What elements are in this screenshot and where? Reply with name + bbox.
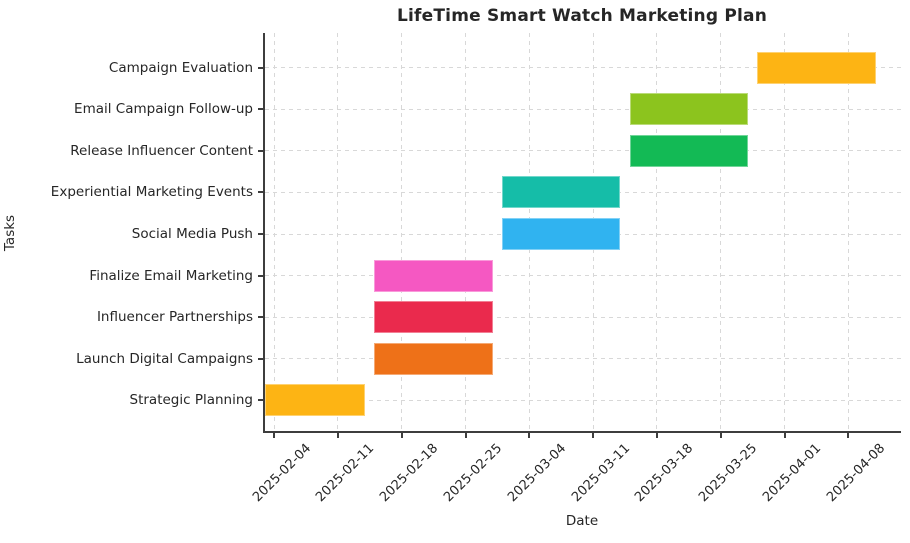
- gridline-horizontal: [265, 150, 901, 152]
- x-tick-label: 2025-02-25: [441, 441, 506, 506]
- gridline-vertical: [401, 33, 403, 431]
- y-tick-label: Strategic Planning: [129, 392, 253, 409]
- gantt-bar: [629, 134, 749, 167]
- gridline-horizontal: [265, 67, 901, 69]
- x-tick-mark: [847, 433, 850, 438]
- chart-title: LifeTime Smart Watch Marketing Plan: [396, 6, 768, 26]
- gridline-horizontal: [265, 358, 901, 360]
- gridline-horizontal: [265, 316, 901, 318]
- gantt-bar: [501, 176, 621, 209]
- x-tick-label: 2025-02-11: [313, 441, 378, 506]
- y-tick-labels: Campaign Evaluation Email Campaign Follow…: [0, 33, 253, 433]
- x-tick-mark: [719, 433, 722, 438]
- gridline-vertical: [337, 33, 339, 431]
- plot-area: [258, 33, 901, 438]
- x-tick-mark: [400, 433, 403, 438]
- y-tick-mark: [258, 399, 263, 402]
- y-tick-mark: [258, 191, 263, 194]
- y-tick-label: Social Media Push: [131, 226, 253, 242]
- x-tick-label: 2025-02-18: [377, 441, 442, 506]
- y-tick-mark: [258, 149, 263, 152]
- gridline-vertical: [847, 33, 849, 431]
- x-tick-mark: [464, 433, 467, 438]
- x-tick-label: 2025-03-04: [504, 441, 569, 506]
- gantt-bar: [757, 51, 876, 84]
- x-tick-label: 2025-03-18: [632, 441, 697, 506]
- gridline-vertical: [784, 33, 785, 431]
- gridline-horizontal: [265, 275, 901, 277]
- y-tick-mark: [258, 316, 263, 319]
- y-tick-mark: [258, 274, 263, 277]
- gridline-horizontal: [265, 399, 901, 401]
- gridline-vertical: [465, 33, 466, 431]
- x-tick-label: 2025-03-11: [568, 441, 633, 506]
- gantt-bar: [374, 301, 493, 334]
- y-tick-mark: [258, 233, 263, 235]
- gantt-bar: [629, 93, 749, 126]
- x-tick-mark: [783, 433, 786, 438]
- x-axis-label: Date: [565, 513, 599, 529]
- x-tick-label: 2025-04-01: [760, 441, 825, 506]
- x-tick-mark: [592, 433, 595, 438]
- y-tick-label: Experiential Marketing Events: [50, 184, 253, 201]
- gridline-vertical: [720, 33, 722, 431]
- y-tick-label: Campaign Evaluation: [108, 59, 253, 76]
- y-tick-mark: [258, 66, 263, 69]
- gantt-bar: [501, 218, 621, 250]
- y-tick-mark: [258, 108, 263, 111]
- x-tick-mark: [528, 433, 531, 438]
- gridline-vertical: [656, 33, 658, 431]
- gantt-bar: [374, 342, 493, 375]
- x-tick-mark: [655, 433, 658, 438]
- x-tick-label: 2025-03-25: [696, 441, 761, 506]
- y-tick-label: Release Influencer Content: [70, 142, 253, 159]
- gantt-bar: [265, 384, 366, 417]
- y-tick-mark: [258, 357, 263, 360]
- gridline-vertical: [273, 33, 275, 431]
- gridline-horizontal: [265, 108, 901, 110]
- y-tick-label: Email Campaign Follow-up: [74, 101, 253, 118]
- y-tick-label: Influencer Partnerships: [96, 309, 253, 326]
- y-tick-label: Finalize Email Marketing: [89, 267, 253, 284]
- x-tick-labels: 2025-02-04 2025-02-11 2025-02-18 2025-02-25…: [250, 441, 901, 521]
- gantt-bar: [374, 259, 493, 292]
- x-tick-mark: [273, 433, 276, 438]
- x-tick-label: 2025-02-04: [249, 441, 314, 506]
- y-tick-label: Launch Digital Campaigns: [76, 350, 253, 367]
- x-tick-label: 2025-04-08: [823, 441, 888, 506]
- x-tick-mark: [336, 433, 339, 438]
